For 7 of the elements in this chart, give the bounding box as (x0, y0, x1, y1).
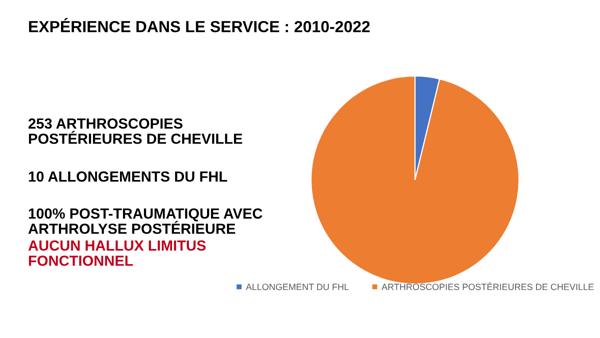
text: 100% POST-TRAUMATIQUE AVEC ARTHROLYSE POSTÉRIEURE (28, 208, 262, 234)
text: AUCUN HALLUX LIMITUS FONCTIONNEL (28, 240, 206, 266)
text: 10 ALLONGEMENTS DU FHL (28, 171, 228, 182)
chart-title: EXPÉRIENCE DANS LE SERVICE : 2010-2022 (29, 18, 370, 32)
text: 253 ARTHROSCOPIES POSTÉRIEURES DE CHEVILLE (28, 118, 242, 144)
legend-label: ALLONGEMENT DU FHL (246, 284, 349, 290)
legend-label: ARTHROSCOPIES POSTÉRIEURES DE CHEVILLE (382, 282, 594, 290)
